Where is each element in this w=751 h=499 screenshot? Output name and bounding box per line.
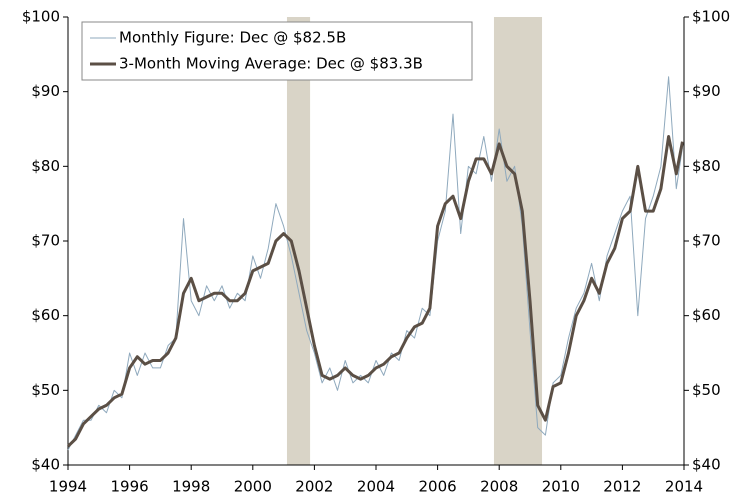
x-tick-label: 2000 [234,478,272,496]
x-tick-label: 2006 [419,478,457,496]
y-tick-label: $100 [22,8,60,26]
y2-tick-label: $40 [692,456,721,474]
x-tick-label: 2008 [480,478,518,496]
x-tick-label: 1994 [49,478,87,496]
recession-band [493,17,543,465]
x-tick-label: 1998 [172,478,210,496]
x-tick-label: 1996 [111,478,149,496]
legend-box [81,21,473,81]
y-tick-label: $40 [31,456,60,474]
legend-label: 3-Month Moving Average: Dec @ $83.3B [119,55,423,73]
y-tick-label: $50 [31,381,60,399]
x-tick-label: 2010 [542,478,580,496]
y2-tick-label: $80 [692,157,721,175]
y2-tick-label: $50 [692,381,721,399]
y-tick-label: $70 [31,232,60,250]
y-tick-label: $90 [31,82,60,100]
y-tick-label: $60 [31,306,60,324]
legend-label: Monthly Figure: Dec @ $82.5B [119,29,346,47]
y2-tick-label: $60 [692,306,721,324]
series-line [67,76,683,451]
x-tick-label: 2002 [295,478,333,496]
x-tick-label: 2014 [665,478,703,496]
y2-tick-label: $90 [692,82,721,100]
y2-tick-label: $100 [692,8,730,26]
y-tick-label: $80 [31,157,60,175]
x-tick-label: 2004 [357,478,395,496]
series-line [66,134,684,448]
x-tick-label: 2012 [603,478,641,496]
y2-tick-label: $70 [692,232,721,250]
recession-band [286,17,311,465]
